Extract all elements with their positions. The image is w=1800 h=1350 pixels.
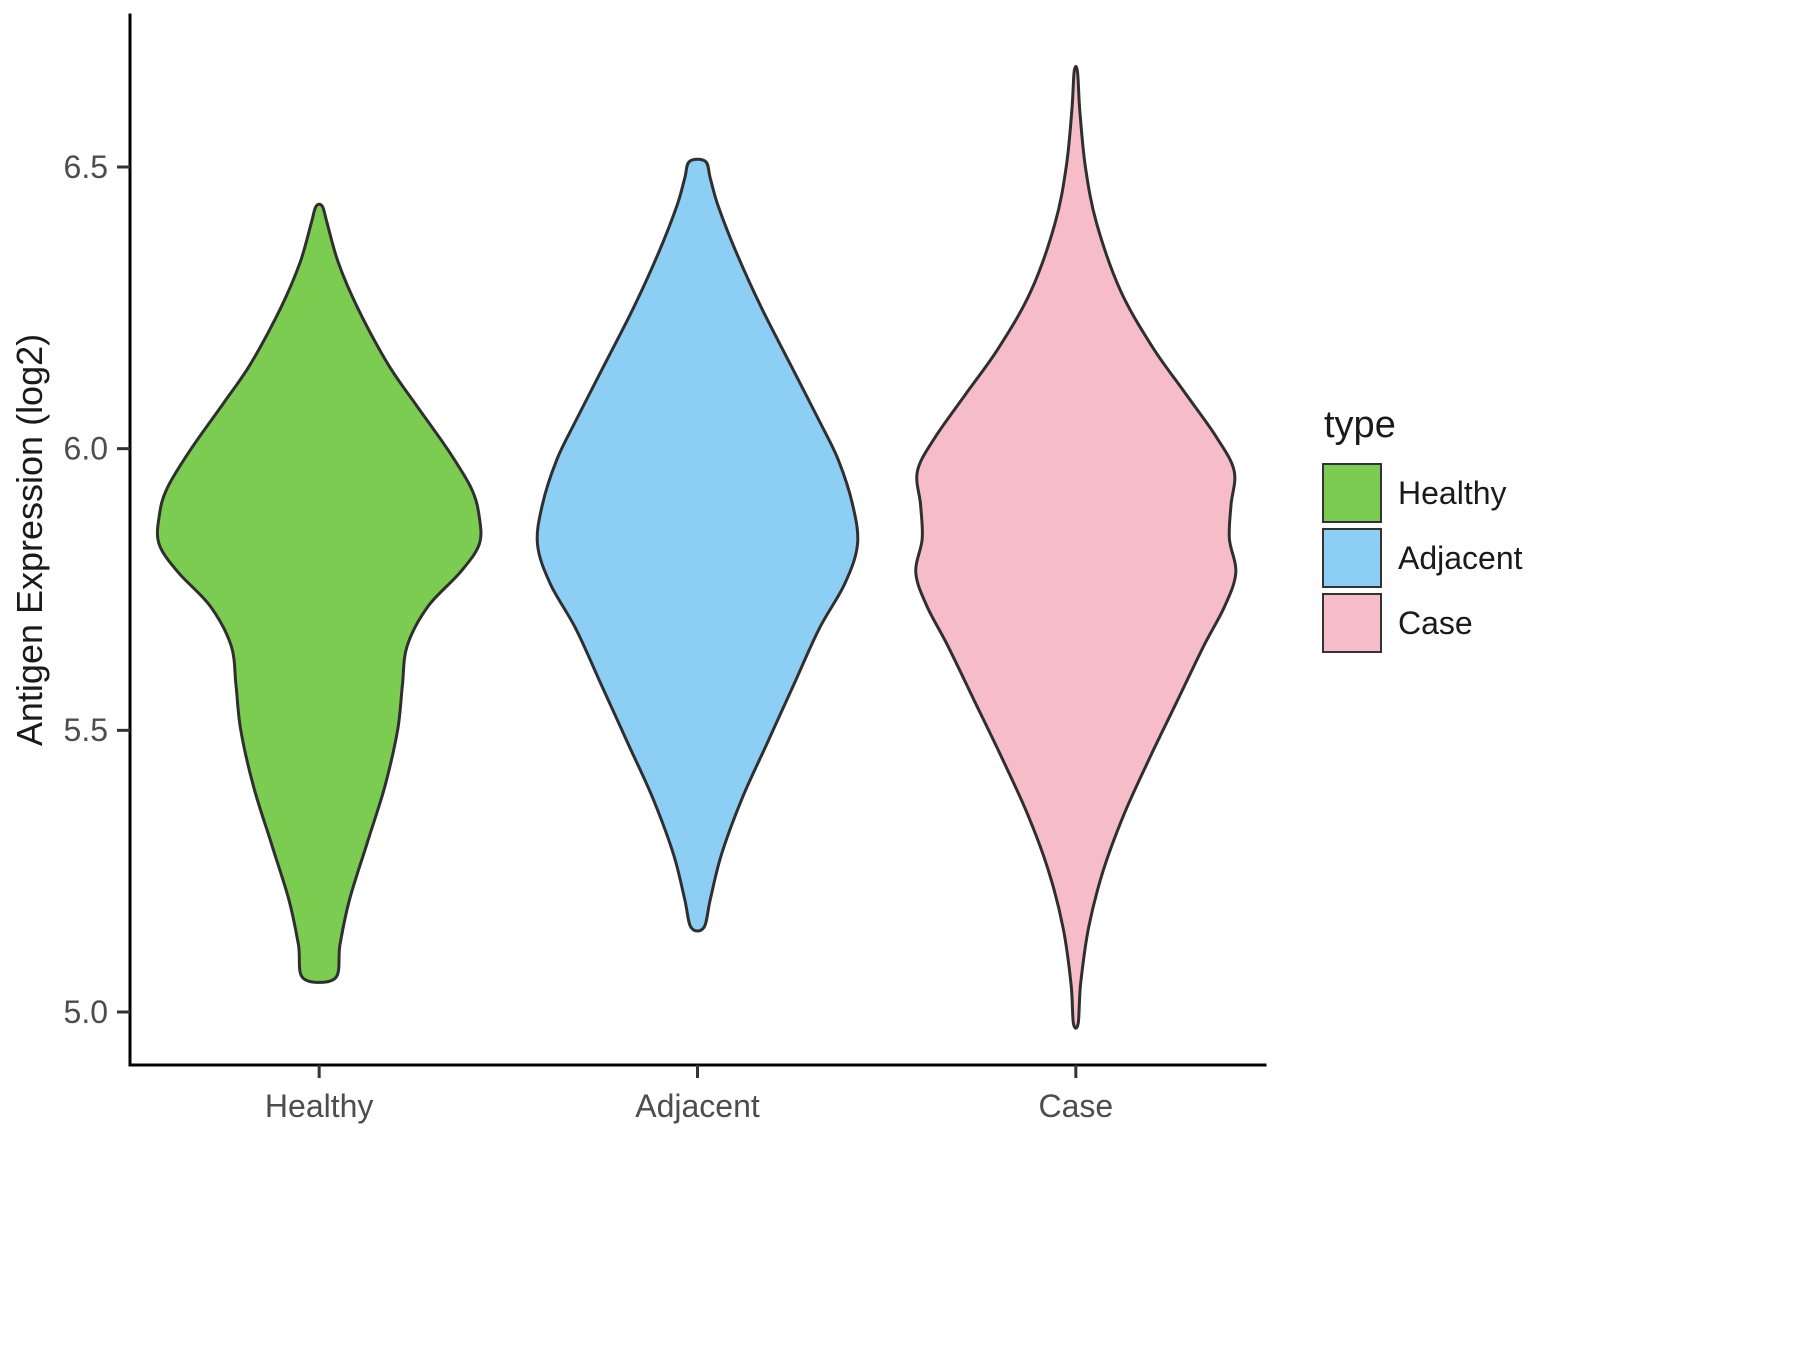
x-tick-label: Adjacent xyxy=(635,1088,760,1124)
legend-title: type xyxy=(1324,404,1396,446)
x-tick-label: Healthy xyxy=(265,1088,374,1124)
violin-case xyxy=(914,64,1238,1030)
legend-entries: Healthy Adjacent Case xyxy=(1322,463,1523,658)
legend-swatch xyxy=(1322,528,1382,588)
legend-swatch xyxy=(1322,593,1382,653)
x-tick-label: Case xyxy=(1038,1088,1113,1124)
y-axis-title: Antigen Expression (log2) xyxy=(9,334,50,746)
violin-layer xyxy=(155,64,1238,1030)
y-tick-label: 6.0 xyxy=(64,431,108,467)
legend-swatch xyxy=(1322,463,1382,523)
legend-label: Adjacent xyxy=(1398,539,1523,576)
legend: type Healthy Adjacent Case xyxy=(1322,404,1523,658)
violin-adjacent xyxy=(535,157,860,933)
labels-layer: 5.0 5.5 6.0 6.5 Healthy Adjacent Case xyxy=(64,149,1114,1124)
violin-healthy xyxy=(155,202,483,984)
legend-entry: Case xyxy=(1322,593,1523,653)
legend-entry: Healthy xyxy=(1322,463,1523,523)
axes-layer xyxy=(117,13,1267,1078)
legend-entry: Adjacent xyxy=(1322,528,1523,588)
y-tick-label: 5.0 xyxy=(64,994,108,1030)
legend-label: Case xyxy=(1398,604,1473,641)
legend-label: Healthy xyxy=(1398,474,1507,511)
y-tick-label: 6.5 xyxy=(64,149,108,185)
y-tick-label: 5.5 xyxy=(64,712,108,748)
